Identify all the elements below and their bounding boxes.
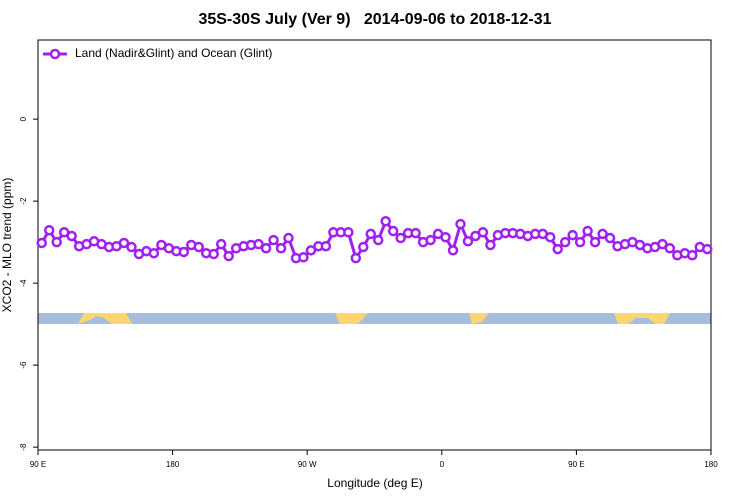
point [485, 239, 496, 251]
y-tick-label: -8 [19, 443, 28, 451]
x-tick-label: 90 E [30, 460, 46, 469]
point [305, 245, 317, 256]
point [66, 230, 77, 242]
point [604, 232, 616, 244]
point [208, 248, 219, 260]
point [657, 238, 668, 250]
point [544, 231, 556, 243]
land [614, 313, 670, 324]
y-tick-label: -2 [19, 197, 28, 205]
point [372, 234, 384, 246]
y-tick-label: -6 [19, 361, 28, 369]
point [687, 250, 698, 261]
point [589, 236, 601, 248]
point [283, 232, 294, 244]
point [320, 240, 332, 252]
point [574, 236, 586, 248]
point [223, 250, 234, 262]
point [51, 236, 62, 248]
point [477, 227, 489, 238]
point [462, 236, 474, 247]
land [78, 313, 132, 324]
x-tick-label: 180 [704, 460, 718, 469]
point [268, 234, 279, 246]
point [440, 231, 451, 243]
point [664, 243, 676, 254]
point [552, 243, 563, 255]
point [178, 246, 190, 258]
chart-title: 35S-30S July (Ver 9) 2014-09-06 to 2018-… [198, 11, 551, 28]
y-tick-label: -4 [19, 279, 28, 287]
point [567, 229, 578, 241]
point [275, 243, 287, 254]
point [253, 238, 264, 250]
x-tick-label: 90 W [298, 460, 317, 469]
x-tick-label: 0 [440, 460, 445, 469]
point [559, 236, 571, 248]
point [350, 252, 362, 264]
land [469, 313, 489, 324]
point [395, 232, 406, 244]
point [380, 215, 391, 227]
point [215, 238, 227, 250]
x-tick-label: 90 E [568, 460, 584, 469]
point [298, 252, 309, 263]
point [260, 243, 272, 254]
legend-label: Land (Nadir&Glint) and Ocean (Glint) [75, 46, 272, 60]
point [387, 225, 399, 237]
point [43, 224, 55, 236]
point [126, 241, 137, 253]
point [597, 228, 608, 240]
y-axis-label: XCO2 - MLO trend (ppm) [0, 178, 14, 313]
x-tick-label: 180 [166, 460, 180, 469]
ocean-strip [38, 313, 711, 324]
point [358, 241, 369, 253]
point [118, 237, 130, 249]
legend-marker [49, 48, 61, 60]
point [343, 227, 354, 238]
point [582, 225, 593, 237]
point [193, 241, 205, 253]
point [425, 234, 436, 246]
point [365, 228, 377, 240]
plot-frame [37, 39, 712, 451]
point [36, 237, 47, 249]
land [335, 313, 368, 324]
x-axis-label: Longitude (deg E) [327, 476, 422, 490]
land-ocean-strip [38, 313, 711, 324]
point [410, 227, 421, 239]
point [455, 218, 466, 230]
y-tick-label: 0 [19, 116, 28, 121]
point [702, 243, 713, 255]
point [148, 247, 160, 259]
point [447, 245, 459, 256]
